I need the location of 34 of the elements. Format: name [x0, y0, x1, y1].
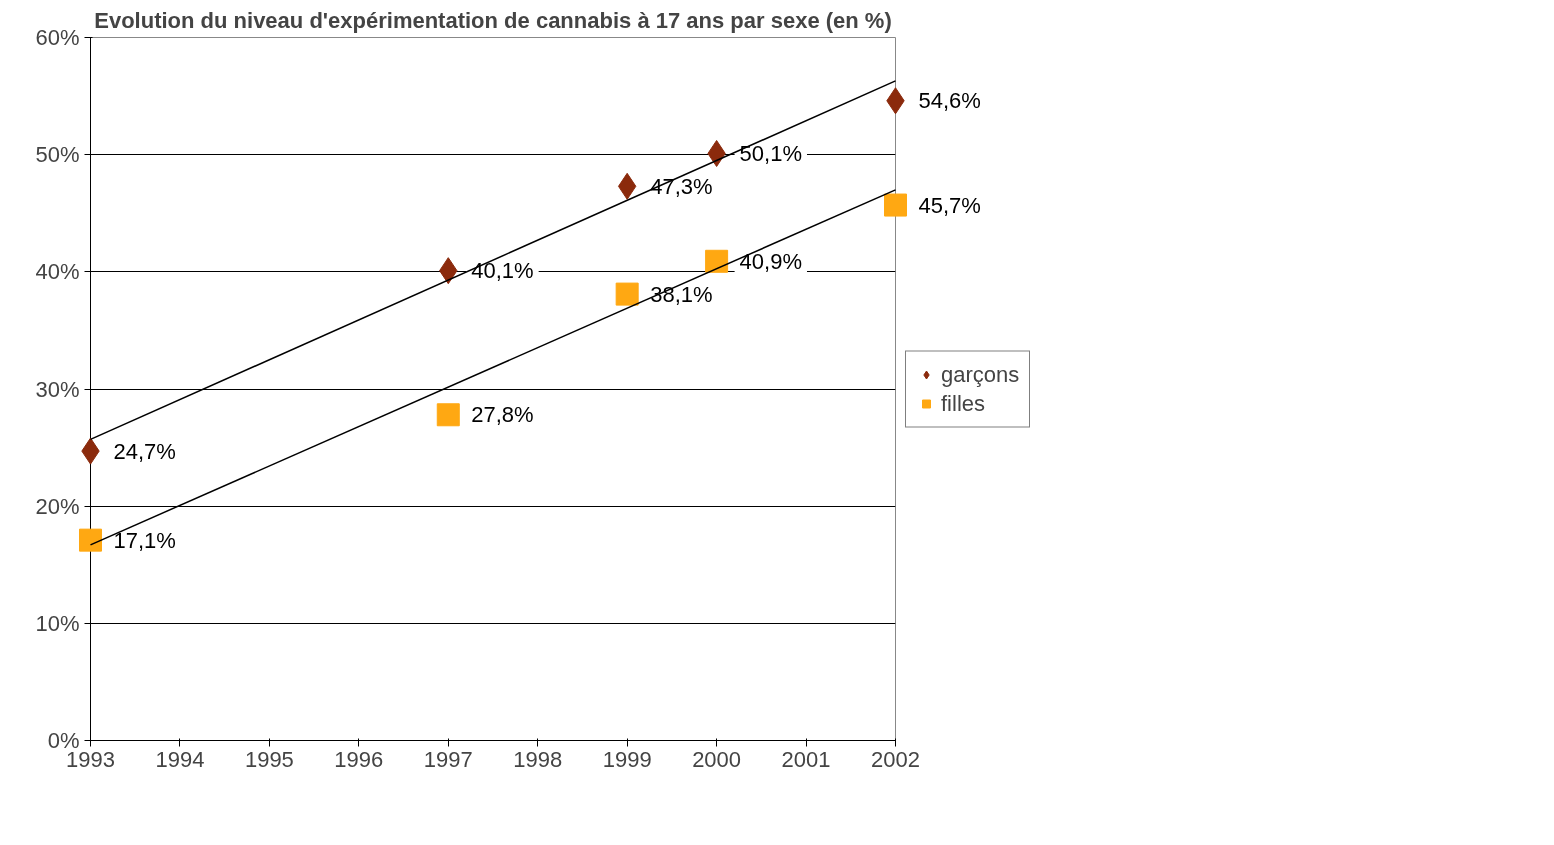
data-label: 40,1% — [471, 258, 534, 284]
y-tick-label: 0% — [47, 728, 80, 753]
data-label: 38,1% — [650, 281, 713, 307]
y-tick-label: 30% — [35, 376, 80, 402]
data-label: 40,9% — [739, 248, 802, 274]
data-label: 17,1% — [113, 527, 176, 553]
y-tick-label: 20% — [35, 493, 80, 519]
data-label: 54,6% — [918, 88, 981, 114]
point — [705, 249, 729, 273]
data-label: 27,8% — [471, 402, 534, 428]
legend-label: filles — [941, 390, 986, 416]
y-tick-label: 40% — [35, 259, 80, 285]
data-label: 45,7% — [918, 192, 981, 218]
legend-label: garçons — [941, 361, 1020, 387]
x-tick-label: 1998 — [513, 746, 563, 772]
data-label: 24,7% — [113, 438, 176, 464]
chart-title: Evolution du niveau d'expérimentation de cannabis à 17 ans par sexe (en %) — [94, 7, 892, 33]
point — [615, 282, 639, 306]
x-tick-label: 1996 — [334, 746, 384, 772]
data-label: 50,1% — [739, 140, 802, 166]
x-tick-label: 2002 — [871, 746, 920, 772]
y-tick-label: 10% — [35, 610, 80, 636]
x-tick-label: 2001 — [781, 746, 831, 772]
x-tick-label: 1999 — [602, 746, 652, 772]
data-label: 47,3% — [650, 173, 713, 199]
x-tick-label: 1994 — [155, 746, 205, 772]
point — [884, 193, 907, 217]
x-tick-label: 1995 — [244, 746, 294, 772]
x-tick-label: 1997 — [423, 746, 473, 772]
point — [79, 528, 102, 552]
y-tick-label: 50% — [35, 142, 80, 168]
x-tick-label: 2000 — [692, 746, 742, 772]
y-tick-label: 60% — [35, 25, 80, 50]
point — [436, 403, 460, 427]
